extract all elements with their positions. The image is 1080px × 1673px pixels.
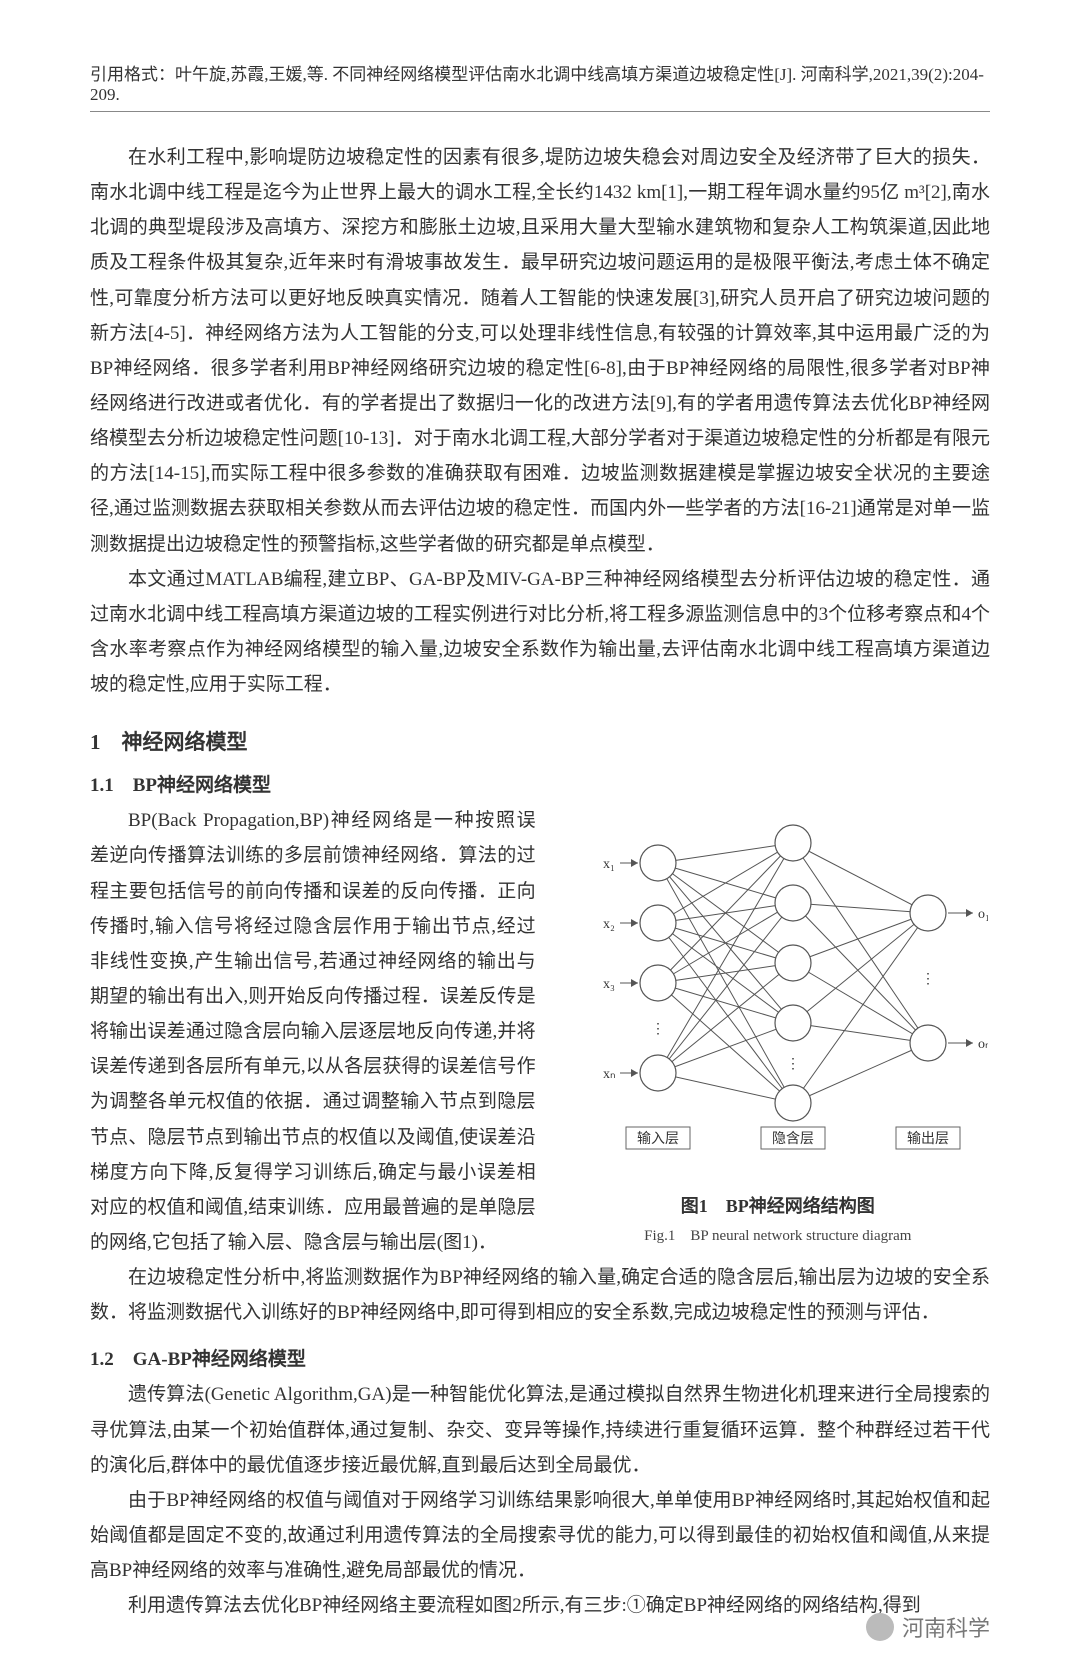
svg-text:x₃: x₃ bbox=[603, 977, 615, 992]
bp-paragraph-2: 在边坡稳定性分析中,将监测数据作为BP神经网络的输入量,确定合适的隐含层后,输出… bbox=[90, 1260, 990, 1330]
svg-text:o₁: o₁ bbox=[978, 907, 988, 922]
figure-1-diagram: x₁ x₂ x₃ xₙ ⋮ ⋮ ⋮ o₁ oₙ 输入层 隐含层 输出层 bbox=[566, 813, 990, 1178]
watermark-text: 河南科学 bbox=[902, 1611, 990, 1643]
svg-text:⋮: ⋮ bbox=[651, 1022, 665, 1037]
ga-paragraph-3: 利用遗传算法去优化BP神经网络主要流程如图2所示,有三步:①确定BP神经网络的网… bbox=[90, 1588, 990, 1623]
bp-two-column: BP(Back Propagation,BP)神经网络是一种按照误差逆向传播算法… bbox=[90, 803, 990, 1260]
section-1-heading: 1 神经网络模型 bbox=[90, 726, 990, 756]
svg-text:xₙ: xₙ bbox=[603, 1067, 616, 1082]
bp-text-column: BP(Back Propagation,BP)神经网络是一种按照误差逆向传播算法… bbox=[90, 803, 536, 1260]
svg-text:输入层: 输入层 bbox=[637, 1131, 679, 1147]
watermark-icon bbox=[866, 1613, 894, 1641]
intro-paragraph-2: 本文通过MATLAB编程,建立BP、GA-BP及MIV-GA-BP三种神经网络模… bbox=[90, 562, 990, 703]
ga-paragraph-2: 由于BP神经网络的权值与阈值对于网络学习训练结果影响很大,单单使用BP神经网络时… bbox=[90, 1483, 990, 1588]
subsection-1-1-heading: 1.1 BP神经网络模型 bbox=[90, 770, 990, 797]
page-root: 引用格式：叶午旋,苏霞,王媛,等. 不同神经网络模型评估南水北调中线高填方渠道边… bbox=[0, 0, 1080, 1673]
svg-text:⋮: ⋮ bbox=[921, 972, 935, 987]
citation-line: 引用格式：叶午旋,苏霞,王媛,等. 不同神经网络模型评估南水北调中线高填方渠道边… bbox=[90, 60, 990, 112]
bp-paragraph-1: BP(Back Propagation,BP)神经网络是一种按照误差逆向传播算法… bbox=[90, 803, 536, 1260]
figure-1-caption-en: Fig.1 BP neural network structure diagra… bbox=[566, 1224, 990, 1245]
figure-1-column: x₁ x₂ x₃ xₙ ⋮ ⋮ ⋮ o₁ oₙ 输入层 隐含层 输出层 图1 BP神经网络结构图 Fi… bbox=[566, 803, 990, 1245]
nn-structure-svg: x₁ x₂ x₃ xₙ ⋮ ⋮ ⋮ o₁ oₙ 输入层 隐含层 输出层 bbox=[568, 813, 988, 1173]
subsection-1-2-heading: 1.2 GA-BP神经网络模型 bbox=[90, 1344, 990, 1371]
svg-text:x₂: x₂ bbox=[603, 917, 615, 932]
intro-paragraph-1: 在水利工程中,影响堤防边坡稳定性的因素有很多,堤防边坡失稳会对周边安全及经济带了… bbox=[90, 140, 990, 562]
watermark: 河南科学 bbox=[866, 1611, 990, 1643]
svg-text:oₙ: oₙ bbox=[978, 1037, 988, 1052]
svg-text:隐含层: 隐含层 bbox=[772, 1131, 814, 1147]
ga-paragraph-1: 遗传算法(Genetic Algorithm,GA)是一种智能优化算法,是通过模… bbox=[90, 1377, 990, 1482]
figure-1-caption-cn: 图1 BP神经网络结构图 bbox=[566, 1192, 990, 1218]
svg-text:⋮: ⋮ bbox=[786, 1057, 800, 1072]
svg-text:输出层: 输出层 bbox=[907, 1131, 949, 1147]
svg-text:x₁: x₁ bbox=[603, 857, 615, 872]
